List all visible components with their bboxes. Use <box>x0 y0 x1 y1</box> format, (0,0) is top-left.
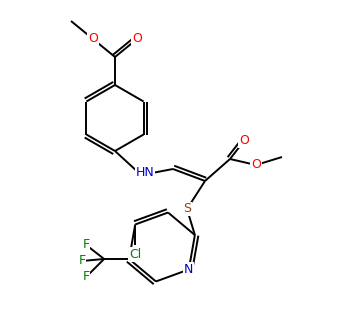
Text: HN: HN <box>136 166 154 180</box>
Text: O: O <box>239 134 249 147</box>
Text: O: O <box>88 32 98 45</box>
Text: O: O <box>251 159 261 171</box>
Text: F: F <box>83 238 90 251</box>
Text: S: S <box>183 202 191 215</box>
Text: O: O <box>132 32 142 45</box>
Text: F: F <box>83 270 90 284</box>
Text: F: F <box>78 254 86 267</box>
Text: Cl: Cl <box>129 248 141 261</box>
Text: N: N <box>184 263 194 276</box>
